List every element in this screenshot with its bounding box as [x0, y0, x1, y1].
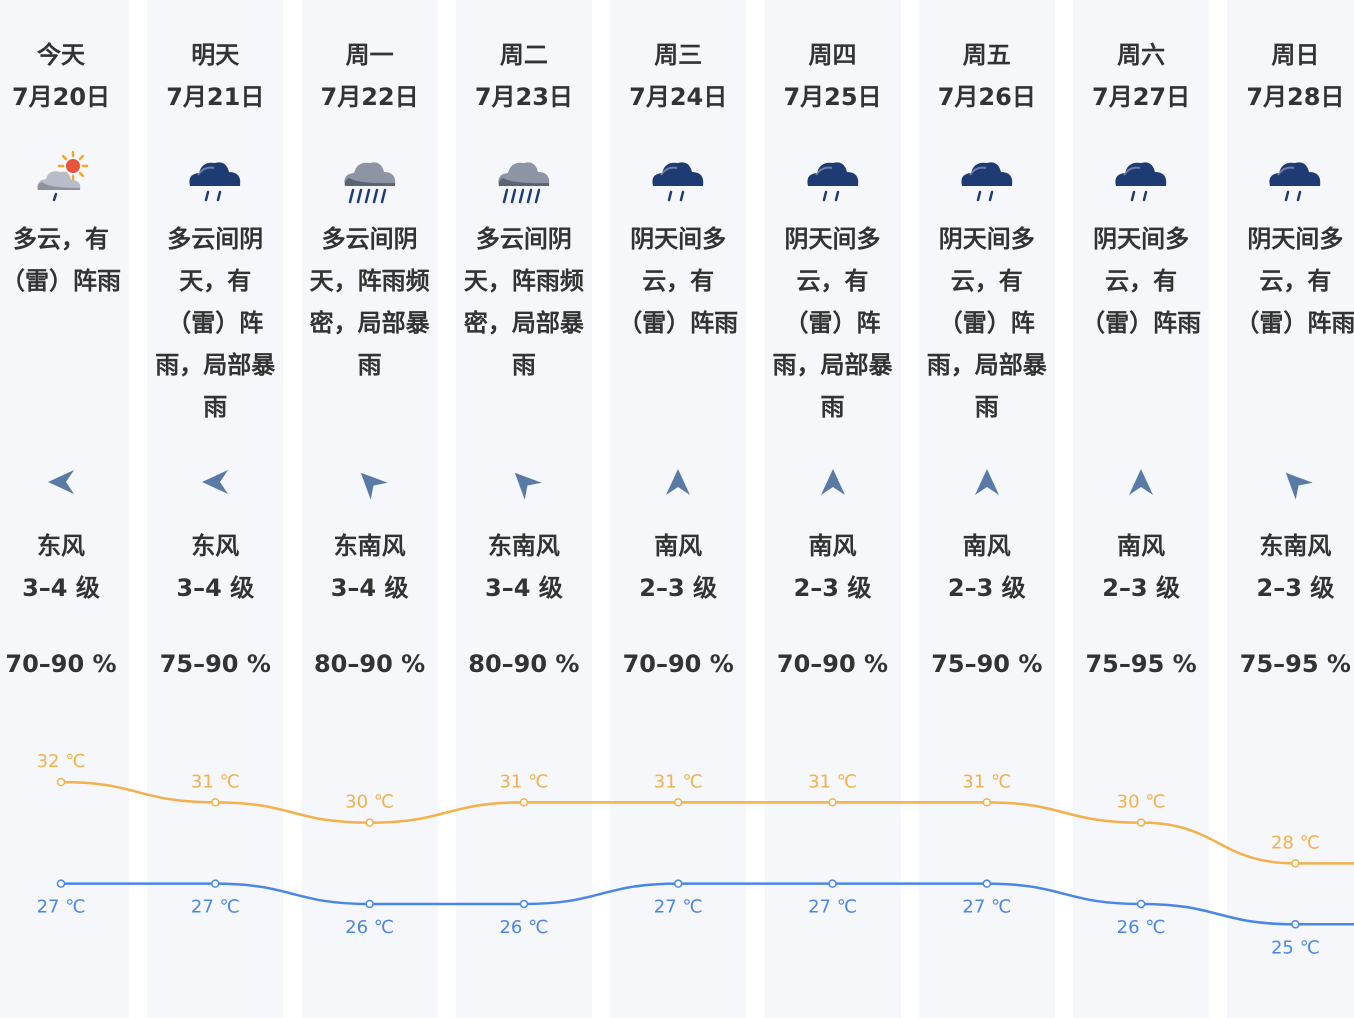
cloud-heavy-rain-icon: [302, 150, 438, 210]
date-label: 7月23日: [474, 83, 573, 111]
forecast-day-column[interactable]: 周三 7月24日 阴天间多云，有（雷）阵雨 南风 2–3 级 70–90 %: [610, 0, 747, 1018]
humidity: 70–90 %: [776, 650, 889, 678]
wind-direction: 南风: [962, 532, 1011, 560]
wind-level: 2–3 级: [1102, 574, 1180, 602]
condition-text: 阴天间多云，有（雷）阵雨: [1235, 225, 1354, 337]
wind-direction: 东南风: [487, 532, 560, 560]
cloud-heavy-rain-icon: [456, 150, 592, 210]
wind-level: 2–3 级: [793, 574, 872, 602]
forecast-day-column[interactable]: 周四 7月25日 阴天间多云，有（雷）阵雨，局部暴雨 南风 2–3 级 70–90 %: [764, 0, 901, 1018]
arrow-up-icon: [610, 462, 746, 502]
humidity: 75–95 %: [1085, 650, 1197, 678]
arrow-up-left-icon: [456, 462, 592, 502]
wind-direction: 南风: [1117, 532, 1166, 560]
day-label: 周五: [962, 41, 1011, 69]
forecast-day-column[interactable]: 周二 7月23日 多云间阴天，阵雨频密，局部暴雨 东南风 3–4 级 80–90 %: [455, 0, 592, 1018]
wind-level: 3–4 级: [485, 574, 563, 602]
date-label: 7月26日: [937, 83, 1036, 111]
wind-level: 3–4 级: [330, 574, 409, 602]
day-label: 明天: [191, 41, 240, 69]
cloud-rain-icon: [1073, 150, 1209, 210]
cloud-rain-icon: [1227, 150, 1354, 210]
condition-text: 多云间阴天，阵雨频密，局部暴雨: [463, 225, 584, 379]
condition-text: 多云，有（雷）阵雨: [1, 225, 121, 295]
forecast-day-column[interactable]: 明天 7月21日 多云间阴天，有（雷）阵雨，局部暴雨 东风 3–4 级 75–90 %: [147, 0, 284, 1018]
day-label: 周六: [1117, 41, 1166, 69]
humidity: 75–95 %: [1239, 650, 1351, 678]
day-label: 周二: [499, 41, 548, 69]
date-label: 7月27日: [1092, 83, 1191, 111]
wind-level: 2–3 级: [1256, 574, 1335, 602]
arrow-left-icon: [147, 462, 283, 502]
date-label: 7月22日: [320, 83, 419, 111]
cloud-rain-icon: [765, 150, 901, 210]
cloud-rain-icon: [147, 150, 283, 210]
wind-direction: 东南风: [333, 532, 406, 560]
humidity: 75–90 %: [931, 650, 1043, 678]
partly-cloudy-rain-icon: [0, 150, 129, 210]
wind-level: 2–3 级: [639, 574, 718, 602]
arrow-up-icon: [1073, 462, 1209, 502]
arrow-up-left-icon: [302, 462, 438, 502]
wind-direction: 东风: [37, 532, 85, 560]
humidity: 75–90 %: [159, 650, 271, 678]
arrow-up-left-icon: [1227, 462, 1354, 502]
condition-text: 阴天间多云，有（雷）阵雨: [1081, 225, 1202, 337]
cloud-rain-icon: [610, 150, 746, 210]
wind-direction: 南风: [808, 532, 857, 560]
condition-text: 多云间阴天，阵雨频密，局部暴雨: [309, 225, 430, 379]
day-label: 周一: [345, 41, 394, 69]
date-label: 7月28日: [1246, 83, 1345, 111]
day-label: 周日: [1271, 41, 1320, 69]
date-label: 7月24日: [629, 83, 728, 111]
humidity: 80–90 %: [468, 650, 580, 678]
wind-level: 3–4 级: [22, 574, 100, 602]
arrow-up-icon: [765, 462, 901, 502]
condition-text: 阴天间多云，有（雷）阵雨，局部暴雨: [926, 225, 1047, 421]
wind-direction: 东南风: [1259, 532, 1332, 560]
day-label: 周四: [808, 41, 857, 69]
date-label: 7月20日: [11, 83, 111, 111]
wind-level: 2–3 级: [947, 574, 1026, 602]
day-label: 今天: [37, 41, 85, 69]
forecast-day-column[interactable]: 周五 7月26日 阴天间多云，有（雷）阵雨，局部暴雨 南风 2–3 级 75–90 %: [918, 0, 1055, 1018]
arrow-left-icon: [0, 462, 129, 502]
date-label: 7月25日: [783, 83, 882, 111]
wind-level: 3–4 级: [176, 574, 255, 602]
humidity: 70–90 %: [5, 650, 117, 678]
condition-text: 阴天间多云，有（雷）阵雨: [618, 225, 739, 337]
forecast-day-column[interactable]: 周一 7月22日 多云间阴天，阵雨频密，局部暴雨 东南风 3–4 级 80–90 %: [301, 0, 438, 1018]
condition-text: 阴天间多云，有（雷）阵雨，局部暴雨: [772, 225, 893, 421]
condition-text: 多云间阴天，有（雷）阵雨，局部暴雨: [155, 225, 276, 421]
humidity: 80–90 %: [313, 650, 426, 678]
day-label: 周三: [654, 41, 703, 69]
wind-direction: 南风: [654, 532, 703, 560]
wind-direction: 东风: [191, 532, 240, 560]
forecast-day-column[interactable]: 今天 7月20日 多云，有（雷）阵雨 东风 3–4 级 70–90 %: [0, 0, 129, 1018]
forecast-day-column[interactable]: 周日 7月28日 阴天间多云，有（雷）阵雨 东南风 2–3 级 75–95 %: [1227, 0, 1354, 1018]
humidity: 70–90 %: [622, 650, 734, 678]
cloud-rain-icon: [919, 150, 1055, 210]
date-label: 7月21日: [166, 83, 265, 111]
forecast-day-column[interactable]: 周六 7月27日 阴天间多云，有（雷）阵雨 南风 2–3 级 75–95 %: [1073, 0, 1210, 1018]
arrow-up-icon: [919, 462, 1055, 502]
